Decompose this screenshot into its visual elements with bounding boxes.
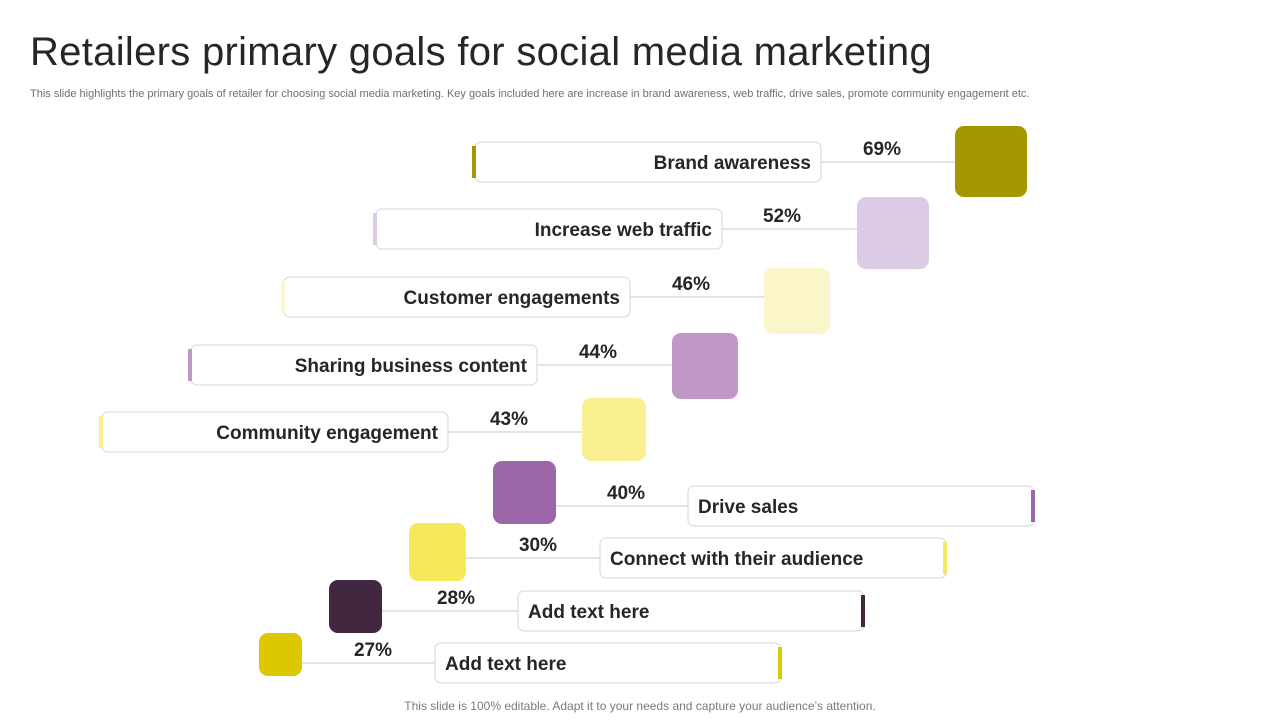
goal-row: Increase web traffic 52%: [373, 197, 929, 269]
goal-percentage: 43%: [490, 409, 528, 430]
goal-percentage: 27%: [354, 640, 392, 661]
goal-percentage: 40%: [607, 483, 645, 504]
goal-accent-bar: [373, 213, 377, 245]
goal-color-square: [259, 633, 302, 676]
page-title: Retailers primary goals for social media…: [30, 30, 932, 74]
goal-row: Customer engagements 46%: [281, 268, 830, 334]
goal-label: Add text here: [528, 602, 649, 623]
goal-accent-bar: [281, 281, 285, 313]
goal-label: Increase web traffic: [535, 220, 713, 241]
goal-label: Community engagement: [216, 423, 438, 444]
goal-percentage: 46%: [672, 274, 710, 295]
goal-row: Connect with their audience 30%: [409, 523, 947, 581]
goal-color-square: [493, 461, 556, 524]
goal-row: Drive sales 40%: [493, 461, 1035, 527]
goal-row: Brand awareness 69%: [472, 126, 1027, 197]
goal-accent-bar: [778, 647, 782, 679]
goal-color-square: [672, 333, 738, 399]
goal-color-square: [764, 268, 830, 334]
goal-percentage: 28%: [437, 588, 475, 609]
footer-note: This slide is 100% editable. Adapt it to…: [404, 699, 876, 713]
goal-color-square: [955, 126, 1027, 197]
goal-label: Sharing business content: [295, 356, 528, 377]
goal-accent-bar: [188, 349, 192, 381]
goal-accent-bar: [861, 595, 865, 627]
goal-percentage: 52%: [763, 206, 801, 227]
goal-accent-bar: [943, 542, 947, 574]
goal-accent-bar: [99, 416, 103, 448]
goal-color-square: [582, 398, 646, 461]
goal-label: Connect with their audience: [610, 549, 863, 570]
goal-label: Add text here: [445, 654, 566, 675]
goal-percentage: 44%: [579, 342, 617, 363]
goal-row: Community engagement 43%: [99, 398, 646, 461]
goal-color-square: [857, 197, 929, 269]
goal-label: Brand awareness: [654, 153, 811, 174]
goal-row: Add text here 27%: [259, 633, 782, 684]
goal-accent-bar: [1031, 490, 1035, 522]
goal-label: Customer engagements: [404, 288, 620, 309]
goal-row: Sharing business content 44%: [188, 333, 738, 399]
page-subtitle: This slide highlights the primary goals …: [30, 88, 1030, 100]
goal-percentage: 69%: [863, 139, 901, 160]
goal-color-square: [329, 580, 382, 633]
goal-accent-bar: [472, 146, 476, 178]
goal-row: Add text here 28%: [329, 580, 865, 633]
goal-label: Drive sales: [698, 497, 798, 518]
goal-color-square: [409, 523, 466, 581]
goal-percentage: 30%: [519, 535, 557, 556]
